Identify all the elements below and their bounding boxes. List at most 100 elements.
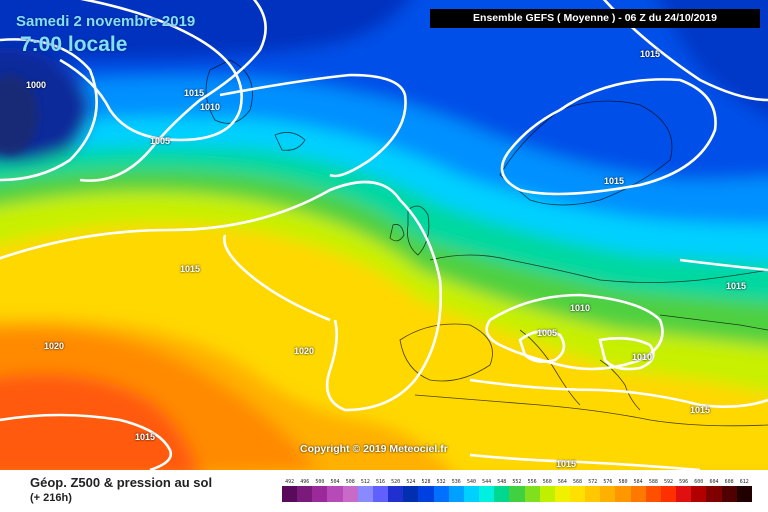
scale-swatch [312, 486, 328, 502]
scale-swatch [585, 486, 601, 502]
scale-swatch [297, 486, 313, 502]
scale-swatch [448, 486, 464, 502]
isobar-label: 1015 [135, 432, 156, 442]
isobar-label: 1010 [632, 352, 653, 362]
scale-swatch [463, 486, 480, 502]
legend-panel: Géop. Z500 & pression au sol (+ 216h) 49… [0, 470, 768, 512]
scale-step: 540 [463, 478, 480, 502]
scale-tick-label: 600 [694, 479, 704, 485]
scale-step: 560 [539, 478, 555, 502]
scale-swatch [282, 486, 298, 502]
scale-swatch [706, 486, 722, 502]
scale-tick-label: 560 [542, 479, 552, 485]
scale-step: 524 [403, 478, 419, 502]
scale-step: 596 [676, 478, 692, 502]
scale-step: 528 [418, 478, 434, 502]
scale-step: 556 [524, 478, 540, 502]
scale-swatch [403, 486, 419, 502]
isobar-label: 1020 [294, 346, 315, 356]
scale-step: 512 [357, 478, 373, 502]
scale-swatch [479, 486, 495, 502]
scale-step: 496 [297, 478, 313, 502]
scale-step: 580 [615, 478, 631, 502]
map-date-title: Samedi 2 novembre 2019 [16, 13, 196, 30]
scale-step: 520 [388, 478, 404, 502]
isobar-label: 1015 [556, 459, 577, 469]
scale-tick-label: 528 [421, 479, 431, 485]
isobar-label: 1000 [26, 80, 47, 90]
scale-tick-label: 524 [406, 479, 416, 485]
scale-step: 568 [569, 478, 586, 502]
scale-swatch [357, 486, 373, 502]
scale-swatch [645, 486, 661, 502]
scale-swatch [509, 486, 525, 502]
scale-step: 576 [600, 478, 616, 502]
scale-step: 612 [736, 478, 752, 502]
scale-swatch [676, 486, 692, 502]
scale-swatch [660, 486, 677, 502]
scale-swatch [600, 486, 616, 502]
scale-step: 604 [706, 478, 722, 502]
scale-step: 584 [630, 478, 646, 502]
isobar-label: 1005 [537, 328, 558, 338]
scale-tick-label: 552 [512, 479, 522, 485]
scale-tick-label: 512 [360, 479, 370, 485]
scale-swatch [494, 486, 510, 502]
scale-swatch [615, 486, 631, 502]
scale-swatch [372, 486, 389, 502]
scale-step: 504 [327, 478, 343, 502]
scale-tick-label: 604 [709, 479, 719, 485]
scale-tick-label: 608 [724, 479, 734, 485]
scale-swatch [342, 486, 358, 502]
color-scale: 492 496 500 504 508 512 516 520 524 528 532 536 540 5… [282, 478, 752, 502]
scale-step: 600 [691, 478, 707, 502]
scale-tick-label: 568 [573, 479, 583, 485]
map-canvas [0, 0, 768, 470]
scale-tick-label: 496 [300, 479, 310, 485]
scale-tick-label: 556 [527, 479, 537, 485]
scale-step: 588 [645, 478, 661, 502]
scale-step: 536 [448, 478, 464, 502]
scale-tick-label: 576 [603, 479, 613, 485]
scale-tick-label: 572 [588, 479, 598, 485]
scale-tick-label: 492 [285, 479, 295, 485]
scale-step: 532 [433, 478, 449, 502]
isobar-label: 1015 [690, 405, 711, 415]
scale-tick-label: 588 [648, 479, 658, 485]
scale-swatch [433, 486, 449, 502]
scale-swatch [418, 486, 434, 502]
scale-step: 516 [372, 478, 389, 502]
scale-swatch [539, 486, 555, 502]
scale-swatch [721, 486, 737, 502]
scale-step: 564 [554, 478, 570, 502]
scale-step: 544 [479, 478, 495, 502]
copyright-notice: Copyright © 2019 Meteociel.fr [300, 443, 448, 455]
scale-tick-label: 520 [391, 479, 401, 485]
model-run-header: Ensemble GEFS ( Moyenne ) - 06 Z du 24/1… [430, 9, 760, 28]
scale-swatch [569, 486, 586, 502]
scale-swatch [630, 486, 646, 502]
scale-swatch [388, 486, 404, 502]
scale-step: 592 [660, 478, 677, 502]
scale-tick-label: 504 [330, 479, 340, 485]
scale-tick-label: 612 [739, 479, 749, 485]
weather-map: Samedi 2 novembre 2019 7:00 locale Ensem… [0, 0, 768, 470]
scale-tick-label: 508 [345, 479, 355, 485]
scale-swatch [691, 486, 707, 502]
scale-step: 508 [342, 478, 358, 502]
scale-step: 608 [721, 478, 737, 502]
scale-tick-label: 580 [618, 479, 628, 485]
scale-tick-label: 536 [451, 479, 461, 485]
scale-swatch [554, 486, 570, 502]
isobars [0, 0, 768, 470]
isobar-label: 1015 [640, 49, 661, 59]
scale-tick-label: 500 [315, 479, 325, 485]
isobar-label: 1015 [726, 281, 747, 291]
isobar-label: 1020 [44, 341, 65, 351]
isobar-label: 1005 [150, 136, 171, 146]
scale-tick-label: 584 [633, 479, 643, 485]
scale-tick-label: 592 [663, 479, 673, 485]
scale-tick-label: 516 [376, 479, 386, 485]
scale-tick-label: 544 [482, 479, 492, 485]
scale-step: 500 [312, 478, 328, 502]
